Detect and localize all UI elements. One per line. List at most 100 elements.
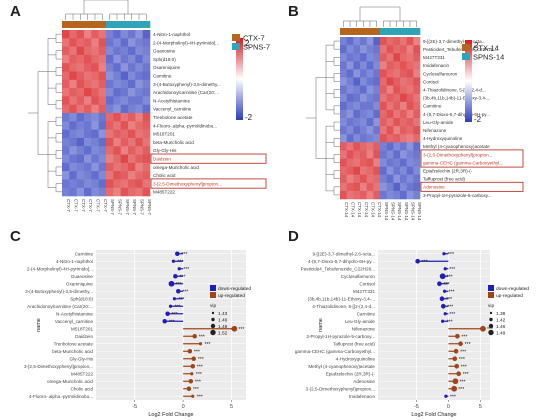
heatmap-cell <box>360 93 367 103</box>
y-tick-label: Cortisol <box>359 282 375 287</box>
lollipop-point <box>480 325 486 332</box>
heatmap-cell <box>360 134 367 143</box>
heatmap-cell <box>62 171 70 180</box>
heatmap-cell <box>91 38 99 47</box>
size-legend-label: 1.38 <box>496 311 506 317</box>
heatmap-cell <box>142 162 151 172</box>
panel-label-d: D <box>288 228 299 245</box>
color-scale-bar <box>465 40 472 122</box>
heatmap-cell <box>106 54 114 64</box>
lollipop-point <box>415 258 421 264</box>
heatmap-cell <box>366 101 374 111</box>
heatmap-row-label: 3-[2,5-Dimethoxyphenyl]propion... <box>153 181 222 186</box>
y-tick-label: Cyclosulfamuron <box>341 274 376 279</box>
significance-stars: *** <box>447 319 453 325</box>
x-tick-label: -5 <box>414 404 419 410</box>
size-legend-point <box>488 323 494 329</box>
size-legend-label: 1.49 <box>496 330 506 336</box>
heatmap-cell <box>386 69 394 78</box>
heatmap-cell <box>360 166 367 175</box>
heatmap-cell <box>393 69 401 78</box>
heatmap-cell <box>406 85 414 94</box>
significance-stars: *** <box>194 349 200 355</box>
heatmap-cell <box>360 69 367 78</box>
heatmap-cell <box>91 30 99 39</box>
heatmap-cell <box>113 46 121 56</box>
lollipop-point <box>443 312 447 316</box>
heatmap-cell <box>386 61 394 70</box>
heatmap-column-label: SPNS-7 <box>125 199 130 215</box>
heatmap-cell <box>380 182 387 192</box>
significance-stars: *** <box>178 297 184 303</box>
heatmap-column-label: SPNS-14 <box>404 202 409 221</box>
heatmap-cell <box>393 158 401 167</box>
heatmap-cell <box>62 46 70 56</box>
heatmap-cell <box>366 190 374 200</box>
heatmap-cell <box>135 71 143 81</box>
heatmap-row-label: Adenosine <box>423 185 445 190</box>
heatmap-cell <box>346 45 354 54</box>
lollipop-point <box>190 364 196 369</box>
heatmap-cell <box>393 142 401 151</box>
heatmap-cell <box>142 171 151 180</box>
heatmap-cell <box>373 150 381 159</box>
heatmap-cell <box>386 166 394 175</box>
significance-stars: *** <box>446 297 452 303</box>
significance-stars: *** <box>195 379 201 385</box>
heatmap-cell <box>360 142 367 151</box>
heatmap-cell <box>135 30 143 39</box>
heatmap-cell <box>380 69 387 78</box>
heatmap-cell <box>366 134 374 143</box>
heatmap-row-label: Taffuprost (free acid) <box>423 177 466 182</box>
heatmap-row-label: Leu-Gly-amide <box>423 120 454 125</box>
heatmap-cell <box>353 190 361 200</box>
lollipop-point <box>188 379 194 384</box>
heatmap-cell <box>91 104 99 114</box>
heatmap-cell <box>113 137 121 147</box>
heatmap-column-label: SPNS-14 <box>391 202 396 221</box>
heatmap-cell <box>380 61 387 70</box>
heatmap-cell <box>366 61 374 70</box>
significance-stars: *** <box>461 334 467 340</box>
heatmap-cell <box>142 54 151 64</box>
heatmap-row-label: Carnitine <box>153 73 172 78</box>
lollipop-point <box>451 385 458 392</box>
heatmap-cell <box>366 126 374 135</box>
heatmap-cell <box>120 63 129 72</box>
heatmap-column-label: CTX-7 <box>96 199 101 212</box>
heatmap-cell <box>113 54 121 64</box>
heatmap-cell <box>400 85 407 94</box>
y-tick-label: 4-(5,7-Dioxo-5,7-dihydro-6H-py... <box>308 259 375 264</box>
heatmap-cell <box>413 85 421 94</box>
heatmap-cell <box>113 162 121 172</box>
size-legend-point <box>488 329 494 336</box>
heatmap-cell <box>386 126 394 135</box>
significance-stars: *** <box>450 394 456 400</box>
group-annotation-cell <box>98 21 107 28</box>
heatmap-cell <box>373 45 381 54</box>
heatmap-cell <box>373 37 381 46</box>
heatmap-cell <box>98 154 107 164</box>
heatmap-cell <box>346 77 354 86</box>
heatmap-cell <box>62 179 70 188</box>
heatmap-cell <box>98 38 107 47</box>
significance-stars: *** <box>197 394 203 400</box>
heatmap-cell <box>76 137 85 147</box>
heatmap-cell <box>62 162 70 172</box>
lollipop-point <box>172 297 176 301</box>
heatmap-cell <box>380 150 387 159</box>
y-tick-label: 4-Nitro-1-naphthol <box>56 259 93 264</box>
heatmap-cell <box>360 101 367 111</box>
heatmap-cell <box>373 134 381 143</box>
group-legend-swatch <box>462 53 470 60</box>
group-annotation-cell <box>128 21 136 28</box>
heatmap-column-label: CTX-7 <box>81 199 86 212</box>
heatmap-cell <box>69 113 77 122</box>
heatmap-cell <box>353 101 361 111</box>
heatmap-cell <box>135 113 143 122</box>
heatmap-cell <box>400 45 407 54</box>
heatmap-cell <box>120 121 129 130</box>
heatmap-cell <box>413 126 421 135</box>
significance-stars: *** <box>459 379 465 385</box>
heatmap-cell <box>113 113 121 122</box>
